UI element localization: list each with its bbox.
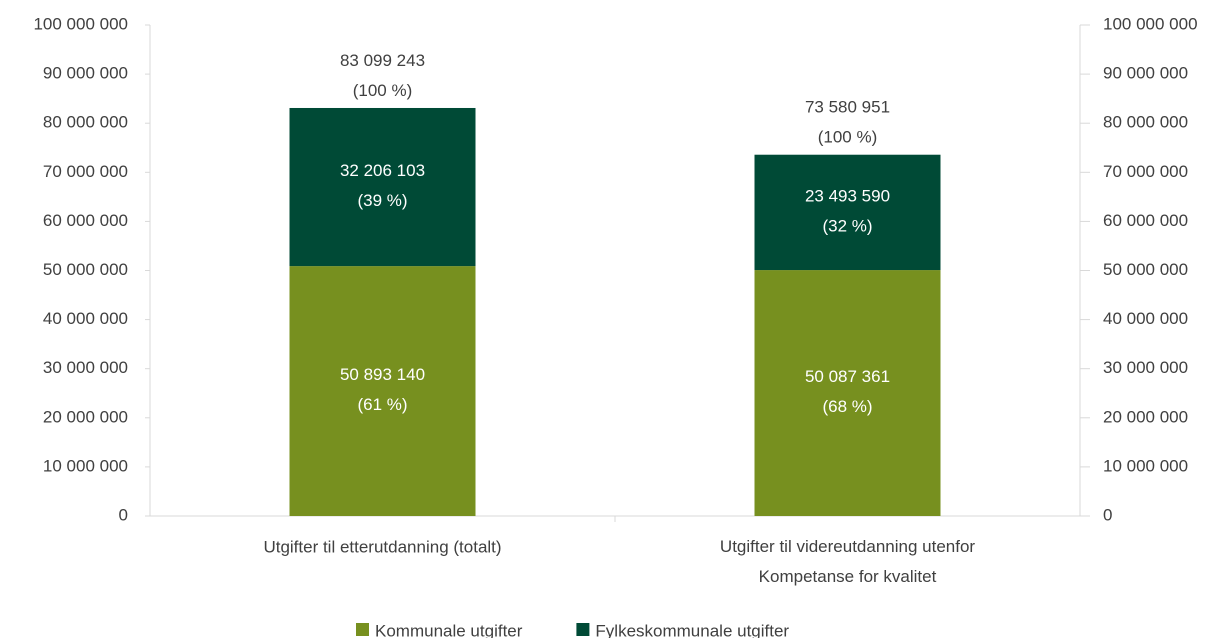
y-tick-label: 20 000 000 [43,407,128,426]
value-label: 23 493 590 (32 %) [805,187,890,236]
y-tick-label: 50 000 000 [43,260,128,279]
y-tick-label: 80 000 000 [43,113,128,132]
y2-tick-label: 90 000 000 [1103,64,1188,83]
legend-label: Fylkeskommunale utgifter [595,621,789,638]
y-tick-label: 100 000 000 [33,14,128,33]
y2-tick-label: 50 000 000 [1103,260,1188,279]
bar-segment [754,154,941,271]
legend-swatch [576,623,590,636]
value-label: 50 893 140 (61 %) [340,366,425,415]
value-label: 32 206 103 (39 %) [340,162,425,211]
y2-tick-label: 40 000 000 [1103,309,1188,328]
y2-tick-label: 10 000 000 [1103,456,1188,475]
y-tick-label: 70 000 000 [43,162,128,181]
y-tick-label: 60 000 000 [43,211,128,230]
y2-tick-label: 30 000 000 [1103,358,1188,377]
y2-tick-label: 80 000 000 [1103,113,1188,132]
legend-label: Kommunale utgifter [375,621,523,638]
y-tick-label: 90 000 000 [43,64,128,83]
y-tick-label: 40 000 000 [43,309,128,328]
y2-tick-label: 20 000 000 [1103,407,1188,426]
bar-segment [754,270,941,516]
y2-tick-label: 100 000 000 [1103,14,1198,33]
x-tick-label: Utgifter til videreutdanning utenfor Komp… [720,537,975,586]
y-tick-label: 0 [119,505,128,524]
y2-tick-label: 60 000 000 [1103,211,1188,230]
bar-segment [289,107,476,267]
y-tick-label: 10 000 000 [43,456,128,475]
x-tick-label: Utgifter til etterutdanning (totalt) [263,537,501,556]
y2-tick-label: 0 [1103,505,1112,524]
value-label: 50 087 361 (68 %) [805,368,890,417]
y2-tick-label: 70 000 000 [1103,162,1188,181]
total-label: 83 099 243 (100 %) [340,51,425,100]
total-label: 73 580 951 (100 %) [805,98,890,147]
y-tick-label: 30 000 000 [43,358,128,377]
bar-segment [289,266,476,516]
legend-swatch [356,623,369,636]
